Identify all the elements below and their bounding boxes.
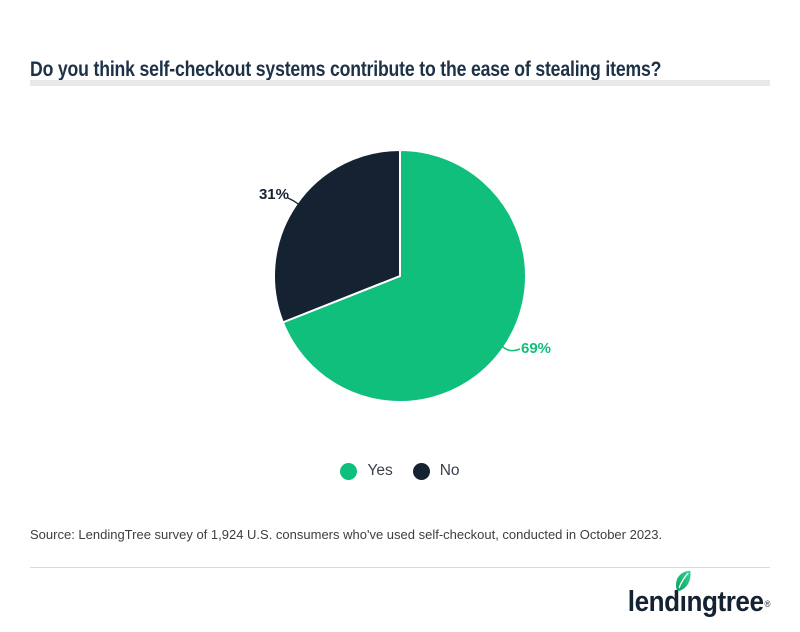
legend-dot-yes: [340, 462, 358, 480]
source-note: Source: LendingTree survey of 1,924 U.S.…: [30, 527, 663, 542]
pie-label-yes: 69%: [521, 340, 552, 357]
legend-label-yes: Yes: [367, 462, 393, 479]
registered-mark: ®: [764, 599, 770, 609]
title-divider: [30, 80, 770, 86]
legend-label-no: No: [439, 462, 460, 479]
legend-item-yes: Yes: [340, 462, 393, 480]
lendingtree-logo: lend ı ngtree ®: [627, 570, 770, 621]
footer-divider: [30, 567, 770, 568]
logo-text-part2: ngtree: [686, 586, 764, 618]
logo-text-part1: lend: [627, 586, 680, 618]
legend-dot-no: [412, 462, 430, 480]
chart-legend: Yes No: [0, 462, 800, 480]
chart-title: Do you think self-checkout systems contr…: [30, 58, 662, 82]
leaf-icon: [675, 570, 691, 591]
pie-chart: [273, 149, 527, 403]
logo-letter-i: ı: [675, 570, 691, 619]
pie-label-no: 31%: [258, 186, 289, 203]
pie-chart-area: 31% 69%: [0, 100, 800, 460]
legend-item-no: No: [412, 462, 460, 480]
